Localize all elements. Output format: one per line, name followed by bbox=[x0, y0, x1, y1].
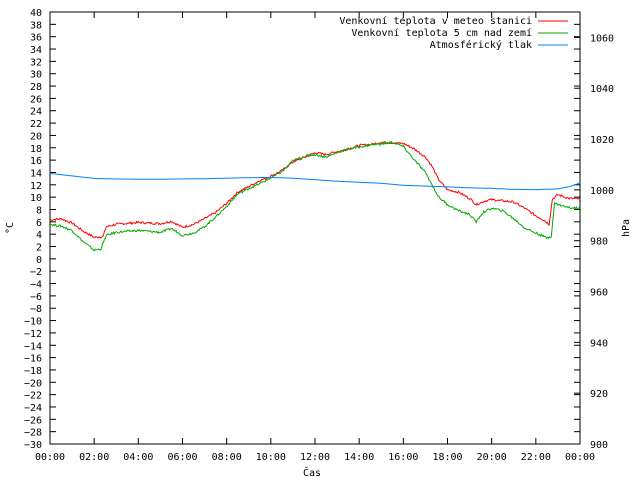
y-tick-label: 18 bbox=[30, 144, 42, 155]
y-tick-label: 0 bbox=[36, 255, 42, 266]
x-tick-label: 12:00 bbox=[300, 452, 330, 463]
y-tick-label: 10 bbox=[30, 193, 42, 204]
plot-frame bbox=[49, 11, 581, 445]
x-tick-label: 16:00 bbox=[388, 452, 418, 463]
y-tick-label: 14 bbox=[30, 168, 42, 179]
x-tick-label: 10:00 bbox=[256, 452, 286, 463]
y-tick-label: 22 bbox=[30, 119, 42, 130]
x-tick-label: 18:00 bbox=[432, 452, 462, 463]
legend-label: Atmosférický tlak bbox=[430, 39, 532, 51]
y2-tick-label: 1020 bbox=[590, 135, 614, 146]
y-tick-label: 38 bbox=[30, 20, 42, 31]
legend-label: Venkovní teplota 5 cm nad zemí bbox=[351, 27, 532, 39]
y-tick-label: −10 bbox=[24, 317, 42, 328]
y2-tick-label: 920 bbox=[590, 389, 608, 400]
x-tick-label: 06:00 bbox=[167, 452, 197, 463]
y-tick-label: −14 bbox=[24, 341, 42, 352]
series-line-1 bbox=[49, 140, 581, 239]
y-tick-label: −18 bbox=[24, 366, 42, 377]
y-tick-label: 16 bbox=[30, 156, 42, 167]
y-tick-label: −8 bbox=[30, 304, 42, 315]
y-tick-label: 30 bbox=[30, 70, 42, 81]
y-tick-label: −24 bbox=[24, 403, 42, 414]
y-tick-label: −12 bbox=[24, 329, 42, 340]
y-tick-label: 12 bbox=[30, 181, 42, 192]
y2-tick-label: 1060 bbox=[590, 33, 614, 44]
y2-tick-label: 980 bbox=[590, 237, 608, 248]
x-tick-label: 02:00 bbox=[79, 452, 109, 463]
y-tick-label: −22 bbox=[24, 391, 42, 402]
x-tick-label: 00:00 bbox=[565, 452, 595, 463]
y-tick-label: 34 bbox=[30, 45, 42, 56]
y-tick-label: −28 bbox=[24, 428, 42, 439]
y-tick-label: 2 bbox=[36, 243, 42, 254]
y-tick-label: −26 bbox=[24, 415, 42, 426]
y-tick-label: −4 bbox=[30, 280, 42, 291]
y2-tick-label: 960 bbox=[590, 288, 608, 299]
y-tick-label: 20 bbox=[30, 131, 42, 142]
x-tick-label: 04:00 bbox=[123, 452, 153, 463]
y-tick-label: 32 bbox=[30, 57, 42, 68]
y-tick-label: 28 bbox=[30, 82, 42, 93]
y-tick-label: 8 bbox=[36, 205, 42, 216]
y-tick-label: 26 bbox=[30, 94, 42, 105]
y-tick-label: −6 bbox=[30, 292, 42, 303]
y2-tick-label: 1040 bbox=[590, 84, 614, 95]
x-tick-label: 14:00 bbox=[344, 452, 374, 463]
axes: −30−28−26−24−22−20−18−16−14−12−10−8−6−4−… bbox=[24, 8, 614, 463]
y-tick-label: −20 bbox=[24, 378, 42, 389]
series-lines bbox=[49, 140, 581, 252]
legend-label: Venkovní teplota v meteo stanici bbox=[339, 15, 532, 27]
y-tick-label: −16 bbox=[24, 354, 42, 365]
y2-tick-label: 940 bbox=[590, 338, 608, 349]
y-tick-label: 24 bbox=[30, 107, 42, 118]
x-tick-label: 22:00 bbox=[521, 452, 551, 463]
x-tick-label: 20:00 bbox=[477, 452, 507, 463]
y-tick-label: 6 bbox=[36, 218, 42, 229]
y2-tick-label: 900 bbox=[590, 440, 608, 451]
y2-axis-label: hPa bbox=[621, 219, 632, 237]
y-axis-label: °C bbox=[5, 222, 16, 234]
x-tick-label: 08:00 bbox=[212, 452, 242, 463]
series-line-3 bbox=[49, 172, 581, 191]
y-tick-label: −2 bbox=[30, 267, 42, 278]
y2-tick-label: 1000 bbox=[590, 186, 614, 197]
legend: Venkovní teplota v meteo staniciVenkovní… bbox=[339, 15, 568, 51]
y-tick-label: 40 bbox=[30, 8, 42, 19]
y-tick-label: −30 bbox=[24, 440, 42, 451]
y-tick-label: 4 bbox=[36, 230, 42, 241]
y-tick-label: 36 bbox=[30, 33, 42, 44]
series-line-2 bbox=[49, 140, 581, 252]
x-tick-label: 00:00 bbox=[35, 452, 65, 463]
x-axis-label: Čas bbox=[303, 466, 321, 479]
